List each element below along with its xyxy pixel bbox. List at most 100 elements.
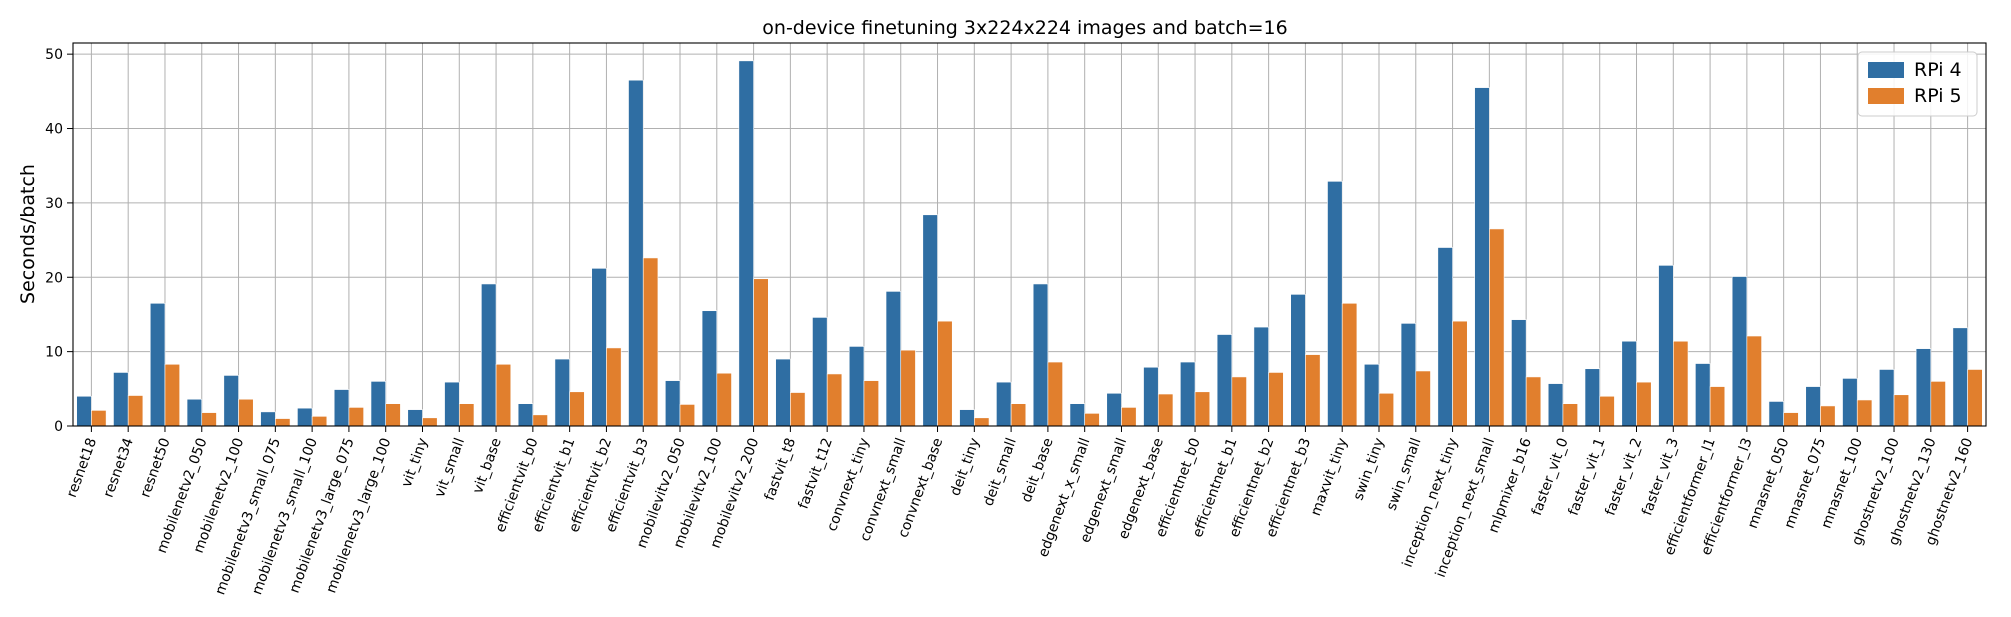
bar-rpi-5-convnext_base <box>937 320 953 427</box>
bar-rpi-4-mobilenetv3_large_100 <box>370 381 387 427</box>
bar-rpi-5-swin_tiny <box>1378 392 1395 427</box>
bar-rpi-5-vit_tiny <box>422 417 438 427</box>
bar-rpi-4-mobilenetv3_large_075 <box>333 389 350 427</box>
bars <box>76 60 1983 427</box>
x-tick-label: swin_tiny <box>1350 436 1387 503</box>
x-tick-label: deit_tiny <box>947 436 983 498</box>
bar-rpi-4-convnext_base <box>922 214 938 427</box>
y-axis: 0 10 20 30 40 50 <box>45 47 73 435</box>
bar-rpi-5-ghostnetv2_160 <box>1967 369 1983 427</box>
bar-rpi-5-mobilenetv2_100 <box>238 398 254 427</box>
y-tick-label: 0 <box>54 419 63 435</box>
bar-rpi-5-efficientnet_b1 <box>1231 376 1247 427</box>
bar-rpi-5-vit_small <box>458 403 475 427</box>
bar-rpi-4-swin_small <box>1400 323 1417 427</box>
x-tick-label: vit_base <box>470 436 505 496</box>
bar-rpi-5-faster_vit_2 <box>1636 381 1652 427</box>
x-tick-label: fastvit_t12 <box>795 436 835 511</box>
x-tick-label: vit_tiny <box>399 436 432 490</box>
bar-rpi-5-efficientformer_l1 <box>1709 386 1726 427</box>
bar-rpi-4-efficientformer_l3 <box>1731 276 1748 427</box>
bar-rpi-4-efficientvit_b0 <box>517 403 534 427</box>
bar-rpi-5-ghostnetv2_100 <box>1893 394 1910 427</box>
bar-rpi-4-deit_small <box>996 381 1012 427</box>
bar-rpi-5-inception_next_small <box>1489 228 1505 427</box>
bar-rpi-4-faster_vit_2 <box>1621 340 1637 427</box>
bar-rpi-5-edgenext_base <box>1157 393 1174 427</box>
bar-rpi-5-fastvit_t8 <box>790 392 806 427</box>
x-tick-label: fastvit_t8 <box>762 436 799 503</box>
bar-rpi-4-mobilenetv2_050 <box>186 398 203 427</box>
bar-rpi-4-ghostnetv2_160 <box>1952 327 1968 427</box>
bar-rpi-4-inception_next_tiny <box>1437 247 1453 427</box>
bar-rpi-5-mobilevitv2_050 <box>679 404 696 427</box>
bar-rpi-5-mobilenetv3_small_075 <box>275 418 291 427</box>
bar-rpi-5-mobilenetv3_small_100 <box>311 416 328 427</box>
legend: RPi 4 RPi 5 <box>1857 51 1978 117</box>
bar-rpi-4-convnext_small <box>885 291 902 427</box>
bar-rpi-5-efficientvit_b3 <box>642 257 659 427</box>
bar-rpi-4-mobilenetv3_small_100 <box>297 407 313 427</box>
y-axis-label: Seconds/batch <box>17 164 39 304</box>
x-tick-label: resnet50 <box>137 436 173 500</box>
bar-rpi-5-inception_next_tiny <box>1452 320 1468 427</box>
bar-rpi-5-mnasnet_050 <box>1783 412 1799 427</box>
legend-swatch-rpi-4 <box>1868 62 1904 78</box>
bar-rpi-4-efficientnet_b1 <box>1216 334 1233 427</box>
chart-title: on-device finetuning 3x224x224 images an… <box>762 17 1287 39</box>
bar-rpi-5-deit_small <box>1010 403 1027 427</box>
bar-rpi-4-edgenext_base <box>1143 366 1159 427</box>
bar-rpi-5-efficientformer_l3 <box>1746 335 1762 427</box>
bar-rpi-5-mobilenetv3_large_100 <box>385 403 401 427</box>
y-tick-label: 10 <box>45 345 63 361</box>
y-tick-label: 40 <box>45 122 63 138</box>
x-axis: resnet18 resnet34 resnet50mobilenetv2_050m… <box>64 426 1976 597</box>
bar-rpi-5-mlpmixer_b16 <box>1525 376 1542 427</box>
bar-rpi-5-deit_tiny <box>974 417 990 427</box>
bar-rpi-4-efficientvit_b3 <box>628 79 644 427</box>
bar-rpi-4-efficientnet_b3 <box>1290 294 1306 427</box>
bar-rpi-4-resnet34 <box>113 372 129 427</box>
bar-rpi-4-mnasnet_100 <box>1842 378 1858 427</box>
bar-rpi-4-faster_vit_1 <box>1584 368 1601 427</box>
bar-rpi-5-efficientnet_b3 <box>1305 354 1321 427</box>
bar-rpi-4-fastvit_t12 <box>812 317 828 427</box>
legend-label-rpi-5: RPi 5 <box>1914 85 1962 107</box>
plot-area-frame <box>72 42 1987 427</box>
y-tick-label: 50 <box>45 47 63 63</box>
bar-rpi-5-efficientnet_b0 <box>1194 391 1211 427</box>
bar-rpi-4-convnext_tiny <box>848 346 865 427</box>
y-tick-label: 20 <box>45 270 63 286</box>
bar-rpi-5-resnet18 <box>91 410 107 427</box>
legend-label-rpi-4: RPi 4 <box>1914 59 1962 81</box>
bar-rpi-4-mobilevitv2_200 <box>738 60 754 427</box>
bar-rpi-5-mobilenetv2_050 <box>201 412 217 427</box>
bar-rpi-5-mnasnet_100 <box>1856 399 1873 427</box>
x-tick-label: faster_vit_2 <box>1602 436 1645 518</box>
bar-rpi-5-ghostnetv2_130 <box>1930 381 1946 427</box>
bar-rpi-4-fastvit_t8 <box>775 358 791 427</box>
bar-rpi-4-vit_small <box>444 381 460 427</box>
bar-rpi-4-resnet18 <box>76 395 92 427</box>
bar-rpi-4-inception_next_small <box>1474 87 1490 427</box>
bar-rpi-5-mobilevitv2_200 <box>753 278 769 427</box>
bar-rpi-5-convnext_tiny <box>863 380 879 427</box>
bar-rpi-4-edgenext_small <box>1106 392 1122 427</box>
bar-rpi-4-efficientnet_b2 <box>1253 326 1269 427</box>
bar-rpi-5-resnet50 <box>164 363 180 427</box>
bar-rpi-5-fastvit_t12 <box>826 373 843 427</box>
x-tick-label: resnet34 <box>101 436 137 500</box>
bar-rpi-5-edgenext_x_small <box>1084 413 1100 427</box>
bar-rpi-5-deit_base <box>1047 361 1063 427</box>
bar-rpi-5-faster_vit_0 <box>1562 403 1578 427</box>
x-tick-label: faster_vit_3 <box>1639 436 1682 518</box>
bar-rpi-4-efficientnet_b0 <box>1180 361 1196 427</box>
bar-rpi-5-faster_vit_1 <box>1599 395 1615 427</box>
bar-rpi-4-efficientformer_l1 <box>1695 363 1711 427</box>
bar-rpi-4-vit_tiny <box>407 409 423 427</box>
bar-rpi-4-faster_vit_3 <box>1658 265 1674 427</box>
bar-rpi-4-deit_tiny <box>959 409 975 427</box>
bar-rpi-4-mobilenetv3_small_075 <box>260 411 276 427</box>
bar-rpi-4-mobilevitv2_100 <box>701 310 718 427</box>
legend-swatch-rpi-5 <box>1868 88 1904 104</box>
